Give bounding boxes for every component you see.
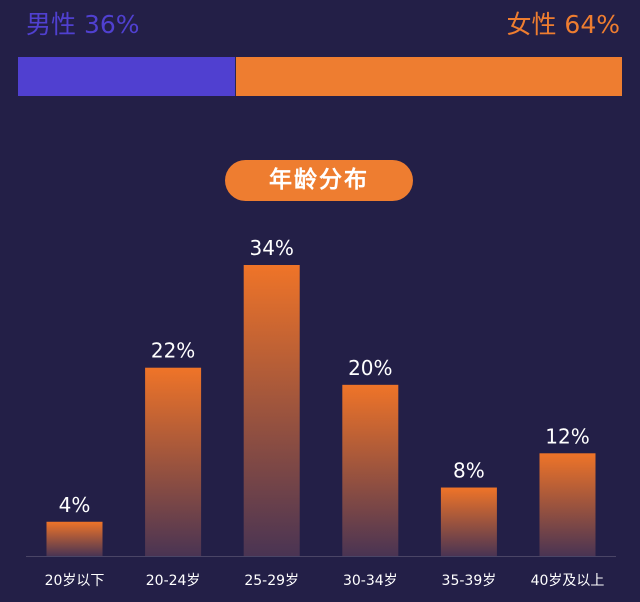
bars-group: 4% 20岁以下 22% 20-24岁 34% 25-29岁 20% 30-34岁 8% 35-3… xyxy=(45,236,605,589)
value-label-5: 8% xyxy=(453,459,485,483)
bar-1 xyxy=(46,521,103,556)
bar-4 xyxy=(342,384,399,556)
male-ratio-segment xyxy=(18,57,236,96)
category-label-1: 20岁以下 xyxy=(45,573,105,589)
female-ratio-segment xyxy=(235,57,622,96)
male-ratio-label: 男性 36% xyxy=(26,10,140,39)
category-label-3: 25-29岁 xyxy=(244,573,299,589)
bar-5 xyxy=(440,487,497,556)
category-label-2: 20-24岁 xyxy=(146,573,201,589)
value-label-1: 4% xyxy=(59,493,91,517)
bar-2 xyxy=(145,367,202,556)
value-label-6: 12% xyxy=(545,424,589,448)
category-label-6: 40岁及以上 xyxy=(531,573,605,589)
category-label-5: 35-39岁 xyxy=(442,573,497,589)
category-label-4: 30-34岁 xyxy=(343,573,398,589)
value-label-3: 34% xyxy=(249,236,293,260)
chart-title: 年龄分布 xyxy=(225,160,413,201)
gender-ratio-bar xyxy=(18,57,622,96)
value-label-2: 22% xyxy=(151,339,195,363)
value-label-4: 20% xyxy=(348,356,392,380)
female-ratio-label: 女性 64% xyxy=(506,10,620,39)
bar-3 xyxy=(243,265,300,556)
bar-6 xyxy=(539,453,596,556)
